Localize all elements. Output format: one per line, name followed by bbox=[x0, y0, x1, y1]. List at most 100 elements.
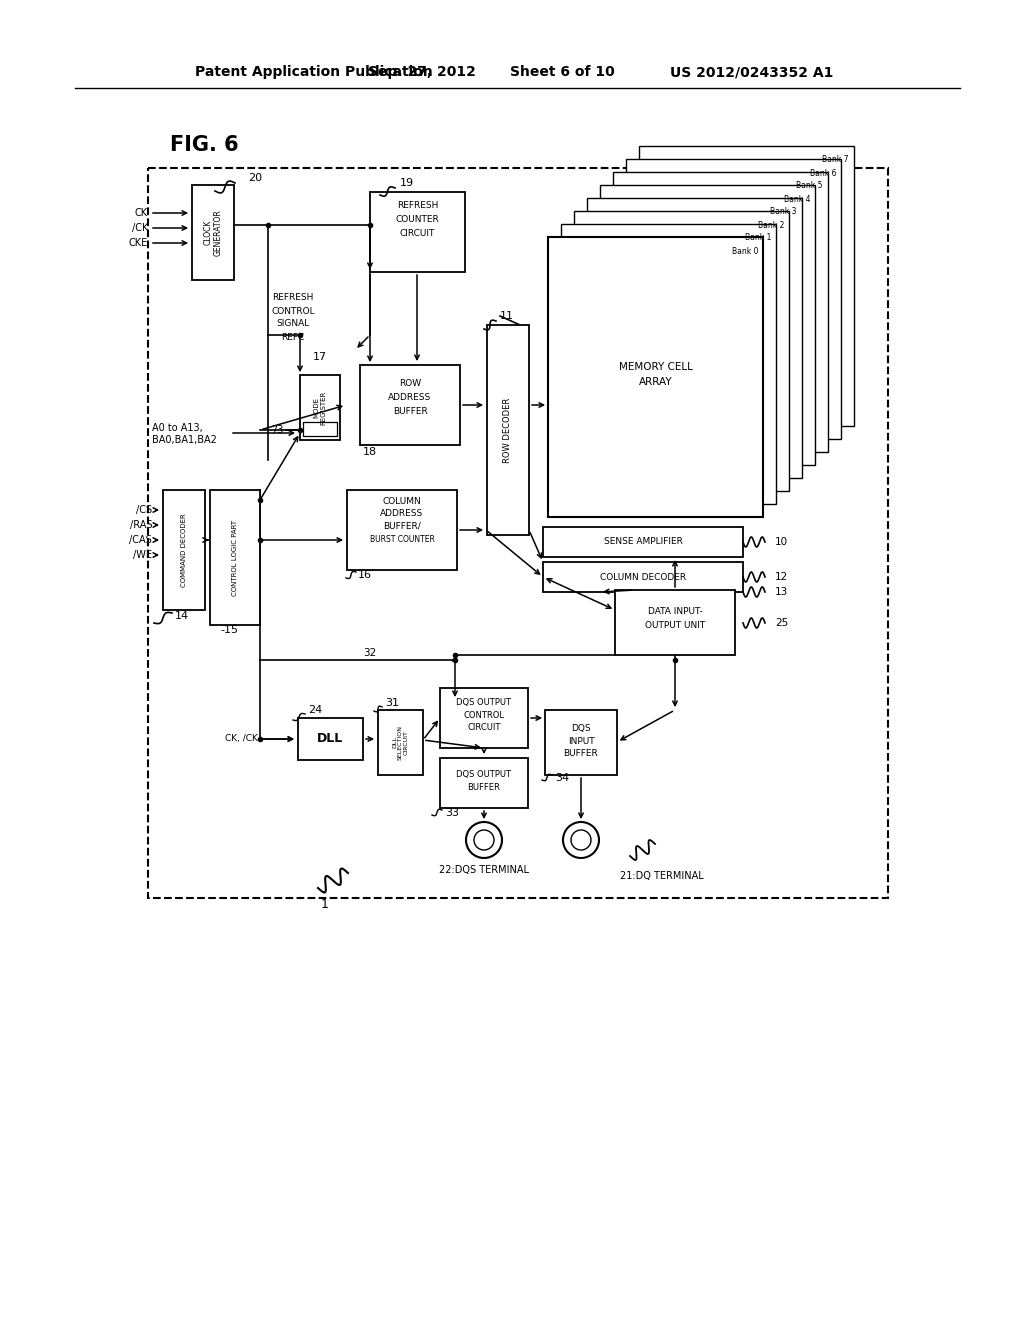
Bar bbox=[543, 527, 743, 557]
Text: Bank 1: Bank 1 bbox=[744, 234, 771, 243]
Text: 11: 11 bbox=[500, 312, 514, 321]
Text: ADDRESS: ADDRESS bbox=[388, 392, 432, 401]
Text: -15: -15 bbox=[220, 624, 238, 635]
Text: 19: 19 bbox=[400, 178, 414, 187]
Bar bbox=[615, 590, 735, 655]
Text: 22:DQS TERMINAL: 22:DQS TERMINAL bbox=[439, 865, 529, 875]
Text: 73: 73 bbox=[271, 425, 284, 436]
Text: /RAS: /RAS bbox=[129, 520, 152, 531]
Bar bbox=[300, 375, 340, 440]
Text: 12: 12 bbox=[775, 572, 788, 582]
Bar bbox=[487, 325, 529, 535]
Text: 31: 31 bbox=[385, 698, 399, 708]
Bar bbox=[613, 172, 828, 451]
Bar bbox=[163, 490, 205, 610]
Bar bbox=[543, 562, 743, 591]
Text: /CS: /CS bbox=[136, 506, 152, 515]
Text: BUFFER/: BUFFER/ bbox=[383, 521, 421, 531]
Text: FIG. 6: FIG. 6 bbox=[170, 135, 239, 154]
Text: CONTROL LOGIC PART: CONTROL LOGIC PART bbox=[232, 520, 238, 595]
Text: COUNTER: COUNTER bbox=[395, 215, 439, 224]
Text: 1: 1 bbox=[322, 899, 329, 912]
Text: BUFFER: BUFFER bbox=[563, 750, 598, 759]
Text: BUFFER: BUFFER bbox=[468, 784, 501, 792]
Text: Bank 5: Bank 5 bbox=[797, 181, 823, 190]
Bar bbox=[370, 191, 465, 272]
Text: CLOCK
GENERATOR: CLOCK GENERATOR bbox=[204, 209, 222, 256]
Text: DLL: DLL bbox=[317, 733, 344, 746]
Bar bbox=[440, 688, 528, 748]
Text: ADDRESS: ADDRESS bbox=[380, 510, 424, 519]
Text: COLUMN: COLUMN bbox=[383, 498, 421, 507]
Text: Sheet 6 of 10: Sheet 6 of 10 bbox=[510, 65, 614, 79]
Text: ROW DECODER: ROW DECODER bbox=[504, 397, 512, 462]
Text: 34: 34 bbox=[555, 774, 569, 783]
Text: BURST COUNTER: BURST COUNTER bbox=[370, 535, 434, 544]
Text: ROW: ROW bbox=[399, 379, 421, 388]
Text: Sep. 27, 2012: Sep. 27, 2012 bbox=[368, 65, 476, 79]
Text: 13: 13 bbox=[775, 587, 788, 597]
Text: Bank 7: Bank 7 bbox=[822, 156, 849, 165]
Text: DLL
SELECTION
CIRCUIT: DLL SELECTION CIRCUIT bbox=[392, 725, 409, 760]
Text: REFC: REFC bbox=[282, 333, 304, 342]
Text: OUTPUT UNIT: OUTPUT UNIT bbox=[645, 622, 706, 631]
Text: A0 to A13,: A0 to A13, bbox=[152, 422, 203, 433]
Bar bbox=[298, 718, 362, 760]
Bar bbox=[545, 710, 617, 775]
Bar bbox=[548, 238, 763, 517]
Text: Patent Application Publication: Patent Application Publication bbox=[195, 65, 433, 79]
Text: COMMAND DECODER: COMMAND DECODER bbox=[181, 513, 187, 587]
Bar bbox=[360, 366, 460, 445]
Text: CONTROL: CONTROL bbox=[271, 306, 314, 315]
Text: CK, /CK: CK, /CK bbox=[225, 734, 258, 743]
Text: DQS OUTPUT: DQS OUTPUT bbox=[457, 698, 512, 708]
Bar bbox=[193, 185, 234, 280]
Text: 24: 24 bbox=[308, 705, 323, 715]
Bar bbox=[574, 211, 790, 491]
Text: US 2012/0243352 A1: US 2012/0243352 A1 bbox=[670, 65, 834, 79]
Text: BA0,BA1,BA2: BA0,BA1,BA2 bbox=[152, 436, 217, 445]
Text: CONTROL: CONTROL bbox=[464, 710, 505, 719]
Text: ARRAY: ARRAY bbox=[639, 378, 673, 387]
Text: 14: 14 bbox=[175, 611, 189, 620]
Text: BUFFER: BUFFER bbox=[392, 407, 427, 416]
Bar bbox=[639, 147, 854, 426]
Bar bbox=[600, 185, 815, 465]
Text: Bank 6: Bank 6 bbox=[810, 169, 836, 177]
Circle shape bbox=[563, 822, 599, 858]
Text: 32: 32 bbox=[364, 648, 377, 657]
Text: DATA INPUT-: DATA INPUT- bbox=[647, 607, 702, 616]
Text: /WE: /WE bbox=[133, 550, 152, 560]
Text: 10: 10 bbox=[775, 537, 788, 546]
Text: INPUT: INPUT bbox=[567, 737, 594, 746]
Text: SENSE AMPLIFIER: SENSE AMPLIFIER bbox=[603, 537, 682, 546]
Text: 17: 17 bbox=[313, 352, 327, 362]
Text: Bank 3: Bank 3 bbox=[770, 207, 797, 216]
Text: 21:DQ TERMINAL: 21:DQ TERMINAL bbox=[620, 871, 703, 880]
Bar bbox=[347, 490, 457, 570]
Text: 20: 20 bbox=[248, 173, 262, 183]
Bar bbox=[587, 198, 802, 478]
Bar bbox=[378, 710, 423, 775]
Text: DQS: DQS bbox=[571, 723, 591, 733]
Text: 16: 16 bbox=[358, 570, 372, 579]
Text: DQS OUTPUT: DQS OUTPUT bbox=[457, 770, 512, 779]
Text: MODE
REGISTER: MODE REGISTER bbox=[313, 391, 327, 425]
Text: 33: 33 bbox=[445, 808, 459, 818]
Bar bbox=[440, 758, 528, 808]
Bar bbox=[148, 168, 888, 898]
Text: CKE: CKE bbox=[129, 238, 148, 248]
Text: 25: 25 bbox=[775, 618, 788, 628]
Text: CIRCUIT: CIRCUIT bbox=[399, 230, 435, 239]
Text: REFRESH: REFRESH bbox=[397, 202, 438, 210]
Text: CIRCUIT: CIRCUIT bbox=[467, 722, 501, 731]
Text: /CK: /CK bbox=[132, 223, 148, 234]
Bar bbox=[303, 422, 337, 436]
Text: SIGNAL: SIGNAL bbox=[276, 319, 309, 329]
Text: Bank 4: Bank 4 bbox=[783, 194, 810, 203]
Text: Bank 2: Bank 2 bbox=[758, 220, 784, 230]
Circle shape bbox=[466, 822, 502, 858]
Text: REFRESH: REFRESH bbox=[272, 293, 313, 302]
Text: Bank 0: Bank 0 bbox=[731, 247, 758, 256]
Bar bbox=[626, 158, 841, 440]
